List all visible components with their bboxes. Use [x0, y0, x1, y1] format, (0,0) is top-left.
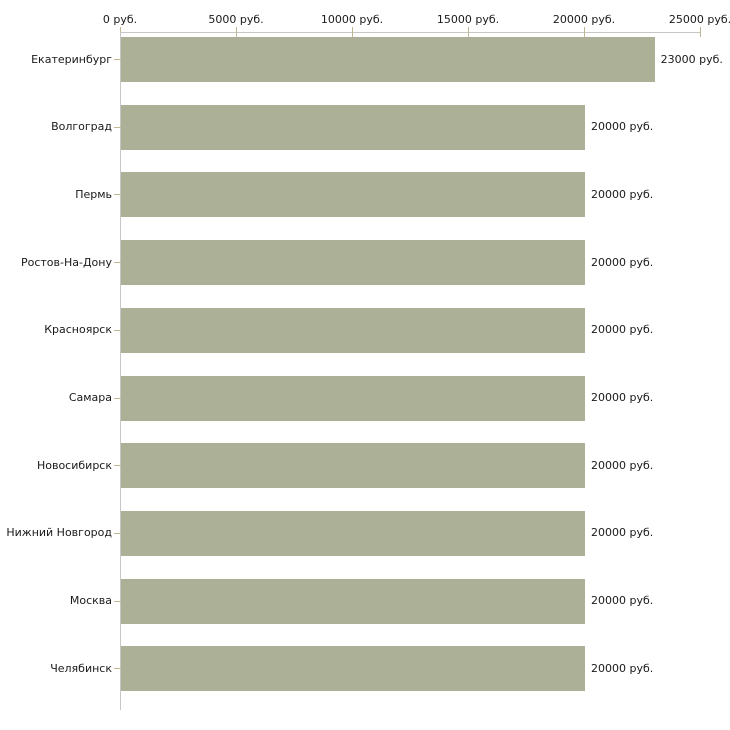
bar [121, 646, 585, 692]
y-tick-mark [114, 262, 121, 264]
x-tick-mark [352, 27, 353, 37]
category-label: Новосибирск [36, 458, 112, 472]
category-label: Екатеринбург [31, 52, 112, 66]
category-label: Красноярск [44, 323, 112, 337]
value-label: 20000 руб. [591, 594, 654, 608]
x-tick-mark [236, 27, 237, 37]
y-tick-mark [114, 59, 121, 60]
value-label: 23000 руб. [660, 52, 723, 66]
bar [121, 240, 585, 286]
y-tick-mark [114, 600, 121, 602]
value-label: 20000 руб. [591, 323, 654, 337]
y-tick-mark [114, 532, 121, 534]
x-tick-label: 25000 руб. [668, 13, 730, 26]
bar [121, 578, 585, 624]
bar [121, 375, 585, 421]
category-label: Челябинск [50, 661, 112, 675]
y-axis-line [120, 32, 121, 710]
y-tick-mark [114, 668, 121, 670]
y-tick-mark [114, 397, 121, 399]
value-label: 20000 руб. [591, 526, 654, 540]
category-label: Ростов-На-Дону [20, 255, 112, 269]
x-tick-mark [468, 27, 469, 37]
category-label: Самара [68, 391, 112, 404]
value-label: 20000 руб. [591, 391, 654, 404]
value-label: 20000 руб. [591, 255, 654, 269]
value-label: 20000 руб. [591, 661, 654, 675]
value-label: 20000 руб. [591, 120, 654, 134]
category-label: Волгоград [51, 120, 112, 134]
x-tick-label: 5000 руб. [208, 13, 264, 26]
x-tick-label: 20000 руб. [552, 13, 616, 26]
x-tick-label: 10000 руб. [320, 13, 384, 26]
category-label: Москва [69, 594, 112, 608]
value-label: 20000 руб. [591, 458, 654, 472]
bar [121, 307, 585, 353]
y-tick-mark [114, 465, 121, 467]
x-axis-line [120, 32, 701, 33]
y-tick-mark [114, 329, 121, 331]
x-tick-mark [584, 27, 585, 37]
y-tick-mark [114, 126, 121, 128]
bar [121, 510, 585, 556]
bar [121, 443, 585, 489]
y-tick-mark [114, 194, 121, 196]
category-label: Нижний Новгород [6, 526, 112, 540]
bar [121, 37, 655, 82]
x-tick-label: 15000 руб. [436, 13, 500, 26]
category-label: Пермь [75, 187, 112, 201]
value-label: 20000 руб. [591, 187, 654, 201]
bar [121, 172, 585, 218]
bar [121, 104, 585, 150]
x-tick-mark [700, 27, 701, 37]
x-tick-label: 0 руб. [102, 13, 138, 26]
